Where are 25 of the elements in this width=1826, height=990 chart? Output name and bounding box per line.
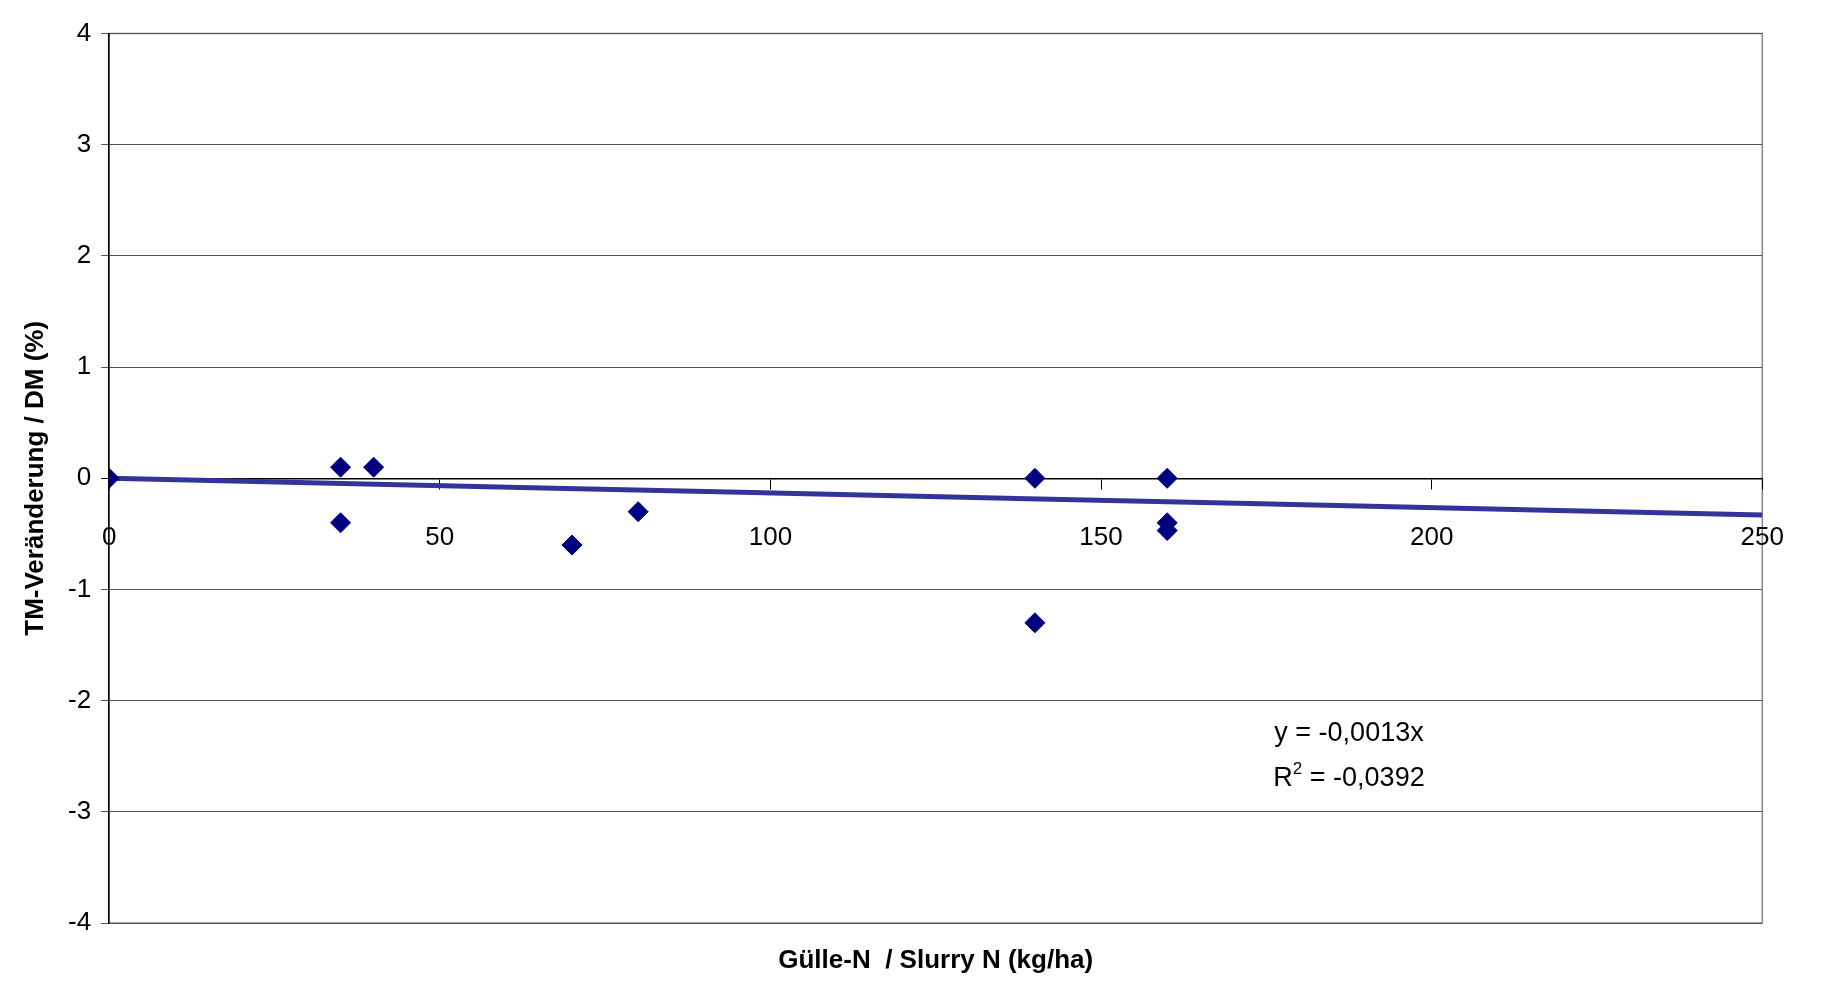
x-tick-label: 200 <box>1409 521 1454 552</box>
annotation: y = -0,0013x <box>1274 717 1425 748</box>
x-tick-label: 100 <box>748 521 793 552</box>
y-tick-label: 2 <box>76 239 92 270</box>
x-tick-label: 150 <box>1079 521 1123 552</box>
point <box>1024 612 1046 634</box>
point <box>627 501 649 523</box>
point <box>363 456 385 478</box>
y-tick-label: 3 <box>76 127 92 158</box>
x-tick-label: 250 <box>1740 521 1785 552</box>
point <box>1024 467 1046 489</box>
point <box>330 512 352 534</box>
y-tick-label: 4 <box>76 16 92 47</box>
y-tick-label: -2 <box>67 683 92 714</box>
y-tick-label: -1 <box>67 572 92 603</box>
y-tick-label: -3 <box>67 795 92 825</box>
y-tick-label: 1 <box>76 350 92 381</box>
y-tick-label: -4 <box>67 906 92 937</box>
point <box>330 456 352 478</box>
y-axis-title: TM-Veränderung / DM (%) <box>19 320 50 636</box>
y-tick-label: 0 <box>76 461 92 492</box>
x-tick-label: 50 <box>425 521 455 552</box>
point <box>561 534 583 556</box>
point <box>1156 467 1178 489</box>
x-axis-title: Gülle-N / Slurry N (kg/ha) <box>778 944 1094 975</box>
